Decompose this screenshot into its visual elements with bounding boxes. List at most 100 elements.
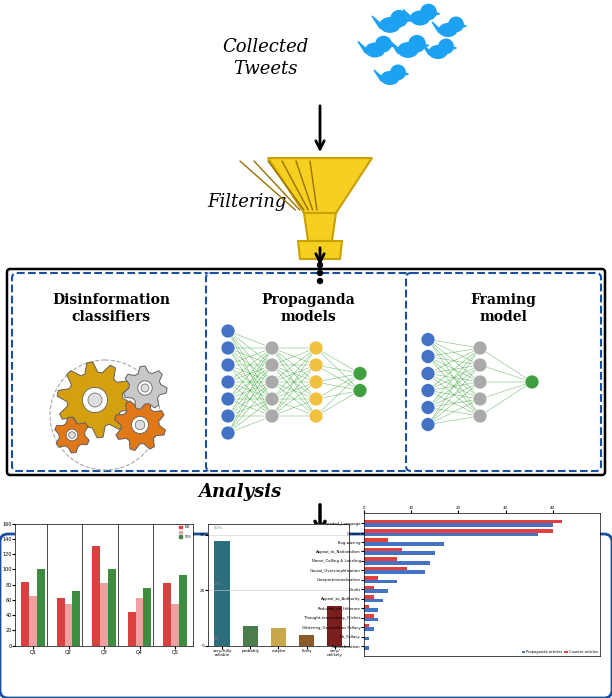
Polygon shape	[403, 73, 408, 75]
Polygon shape	[374, 70, 381, 81]
Bar	[21, 582, 29, 646]
Bar	[364, 519, 562, 523]
Polygon shape	[390, 41, 398, 54]
Polygon shape	[304, 213, 336, 241]
Bar	[364, 567, 406, 570]
Bar	[57, 598, 65, 646]
Bar	[65, 604, 72, 646]
Bar	[364, 589, 388, 593]
Bar	[364, 538, 388, 542]
Bar	[364, 608, 378, 612]
Polygon shape	[298, 241, 342, 259]
Ellipse shape	[386, 75, 397, 81]
Circle shape	[309, 341, 323, 355]
Bar	[364, 533, 539, 536]
Polygon shape	[358, 41, 365, 54]
Circle shape	[265, 341, 279, 355]
Circle shape	[265, 392, 279, 406]
Legend: NO, , YES: NO, , YES	[179, 525, 191, 539]
Circle shape	[221, 426, 235, 440]
Bar	[364, 523, 553, 527]
Bar	[364, 618, 378, 621]
Circle shape	[265, 409, 279, 423]
Bar	[299, 634, 315, 646]
Ellipse shape	[429, 45, 447, 59]
Circle shape	[221, 341, 235, 355]
Circle shape	[421, 350, 435, 364]
FancyBboxPatch shape	[7, 269, 605, 475]
Circle shape	[391, 65, 405, 80]
Text: 0%: 0%	[214, 637, 220, 641]
Bar	[364, 627, 373, 631]
Circle shape	[309, 392, 323, 406]
Circle shape	[318, 262, 323, 267]
Circle shape	[421, 383, 435, 397]
Ellipse shape	[380, 18, 400, 32]
Bar	[364, 580, 397, 584]
Bar	[136, 598, 143, 646]
Bar	[108, 570, 116, 646]
Bar	[163, 583, 171, 646]
Circle shape	[83, 387, 108, 413]
Circle shape	[421, 401, 435, 415]
Bar	[364, 586, 373, 589]
Circle shape	[473, 392, 487, 406]
Bar	[179, 575, 187, 646]
Circle shape	[525, 375, 539, 389]
FancyBboxPatch shape	[206, 273, 410, 471]
Bar	[171, 604, 179, 646]
Circle shape	[473, 409, 487, 423]
Ellipse shape	[386, 22, 398, 28]
Bar	[100, 583, 108, 646]
Bar	[364, 637, 369, 640]
Circle shape	[409, 36, 425, 52]
Circle shape	[221, 358, 235, 372]
Polygon shape	[57, 362, 133, 438]
Circle shape	[439, 39, 453, 54]
Legend: Propaganda articles, Counter articles: Propaganda articles, Counter articles	[521, 651, 598, 654]
Bar	[242, 625, 258, 646]
Polygon shape	[389, 44, 395, 47]
Circle shape	[132, 417, 149, 433]
Text: Framing
model: Framing model	[470, 293, 536, 325]
Circle shape	[318, 271, 323, 276]
Ellipse shape	[371, 47, 382, 53]
Ellipse shape	[398, 43, 418, 57]
Bar	[214, 541, 230, 646]
Circle shape	[421, 4, 436, 20]
Bar	[72, 591, 80, 646]
Circle shape	[421, 332, 435, 346]
Circle shape	[318, 279, 323, 283]
Ellipse shape	[411, 11, 430, 25]
Polygon shape	[403, 10, 411, 22]
Bar	[29, 596, 37, 646]
Circle shape	[66, 429, 78, 441]
Polygon shape	[268, 158, 372, 213]
Bar	[364, 529, 553, 533]
Text: Filtering: Filtering	[207, 193, 286, 211]
Circle shape	[376, 36, 391, 52]
FancyBboxPatch shape	[406, 273, 601, 471]
Polygon shape	[422, 44, 428, 47]
Bar	[37, 570, 45, 646]
Circle shape	[449, 17, 463, 31]
Circle shape	[265, 375, 279, 389]
Circle shape	[473, 341, 487, 355]
Bar	[364, 557, 397, 561]
Polygon shape	[432, 22, 439, 34]
Polygon shape	[451, 46, 457, 50]
Circle shape	[221, 392, 235, 406]
Circle shape	[69, 432, 75, 438]
Bar	[364, 599, 383, 602]
Bar	[364, 646, 369, 650]
Circle shape	[135, 420, 145, 430]
Bar	[364, 551, 435, 555]
Polygon shape	[433, 12, 439, 15]
Bar	[364, 614, 373, 618]
Ellipse shape	[439, 24, 457, 36]
Circle shape	[221, 324, 235, 338]
Bar	[271, 628, 286, 646]
Bar	[364, 561, 430, 565]
Bar	[143, 588, 151, 646]
Bar	[364, 548, 402, 551]
